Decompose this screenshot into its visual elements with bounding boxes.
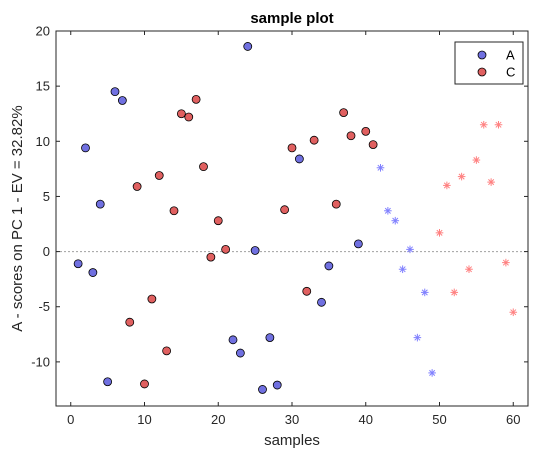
legend-label-c: C xyxy=(506,65,515,80)
data-point-c xyxy=(280,205,290,215)
data-point-c xyxy=(199,162,208,172)
data-point-a xyxy=(250,246,260,255)
data-point-asterisk xyxy=(450,288,459,297)
data-point-a xyxy=(103,377,113,387)
chart-title: sample plot xyxy=(250,10,333,27)
data-point-c xyxy=(184,112,194,122)
legend-marker-c xyxy=(477,67,487,77)
data-point-a xyxy=(73,259,83,269)
legend-label-a: A xyxy=(506,48,515,63)
data-point-a xyxy=(95,199,105,209)
data-point-a xyxy=(228,335,238,345)
data-point-asterisk xyxy=(472,156,481,164)
x-tick-label: 20 xyxy=(211,412,225,427)
plot-area xyxy=(56,31,528,406)
data-point-c xyxy=(361,126,371,136)
data-point-c xyxy=(191,94,201,104)
data-point-a xyxy=(81,143,90,153)
data-point-asterisk xyxy=(502,258,510,267)
y-axis-title: A - scores on PC 1 - EV = 32.82% xyxy=(9,105,26,331)
data-point-asterisk xyxy=(435,229,444,237)
data-point-a xyxy=(294,154,304,164)
data-point-c xyxy=(368,140,378,150)
x-axis-ticks: 0 10 20 30 40 50 60 xyxy=(67,31,520,427)
x-tick-label: 10 xyxy=(137,412,151,427)
data-point-c xyxy=(154,171,164,180)
data-point-c xyxy=(287,143,297,153)
data-point-a xyxy=(243,42,253,51)
y-tick-label: 10 xyxy=(36,134,50,149)
y-tick-label: 15 xyxy=(36,79,50,94)
data-point-asterisk xyxy=(376,163,385,172)
data-point-a xyxy=(324,261,334,271)
y-tick-label: 0 xyxy=(43,244,50,259)
data-point-c xyxy=(169,206,179,216)
data-point-a xyxy=(317,297,326,307)
x-axis-title: samples xyxy=(264,432,320,449)
data-point-a xyxy=(110,87,120,97)
data-point-asterisk xyxy=(465,265,473,274)
data-point-c xyxy=(331,199,341,209)
data-point-c xyxy=(147,294,157,304)
data-point-c xyxy=(140,379,149,389)
legend-marker-a xyxy=(477,50,487,60)
data-point-a xyxy=(88,268,98,277)
x-tick-label: 30 xyxy=(285,412,299,427)
legend: A C xyxy=(454,41,524,85)
data-point-asterisk xyxy=(494,120,503,129)
data-point-asterisk xyxy=(384,206,392,215)
y-axis-ticks: -10 -5 0 5 10 15 20 xyxy=(31,24,528,369)
data-point-a xyxy=(353,239,363,249)
data-point-a xyxy=(117,96,127,105)
legend-box xyxy=(454,41,524,85)
data-point-c xyxy=(176,109,186,119)
data-point-c xyxy=(162,346,172,356)
x-tick-label: 60 xyxy=(506,412,520,427)
data-point-asterisk xyxy=(487,178,495,186)
data-points xyxy=(73,42,518,394)
data-point-c xyxy=(221,244,231,254)
data-point-c xyxy=(213,216,223,226)
data-point-asterisk xyxy=(398,265,407,274)
data-point-c xyxy=(302,286,312,296)
data-point-asterisk xyxy=(457,172,466,181)
data-point-c xyxy=(206,252,216,262)
data-point-c xyxy=(339,108,349,118)
data-point-c xyxy=(132,182,142,191)
y-tick-label: -10 xyxy=(31,354,50,369)
x-tick-label: 40 xyxy=(359,412,373,427)
y-tick-label: 5 xyxy=(43,189,50,204)
data-point-asterisk xyxy=(406,245,414,254)
data-point-asterisk xyxy=(413,333,422,342)
y-tick-label: 20 xyxy=(36,24,50,39)
data-point-c xyxy=(125,317,135,327)
data-point-a xyxy=(272,380,282,390)
data-point-asterisk xyxy=(509,308,518,317)
data-point-asterisk xyxy=(443,181,451,190)
data-point-a xyxy=(265,333,275,343)
data-point-asterisk xyxy=(420,288,429,297)
x-tick-label: 0 xyxy=(67,412,74,427)
data-point-c xyxy=(346,131,356,141)
x-tick-label: 50 xyxy=(432,412,446,427)
data-point-c xyxy=(309,135,319,145)
data-point-a xyxy=(258,385,267,394)
data-point-a xyxy=(235,348,245,358)
data-point-asterisk xyxy=(428,369,436,377)
y-tick-label: -5 xyxy=(38,299,50,314)
data-point-asterisk xyxy=(391,216,400,225)
data-point-asterisk xyxy=(479,120,488,129)
